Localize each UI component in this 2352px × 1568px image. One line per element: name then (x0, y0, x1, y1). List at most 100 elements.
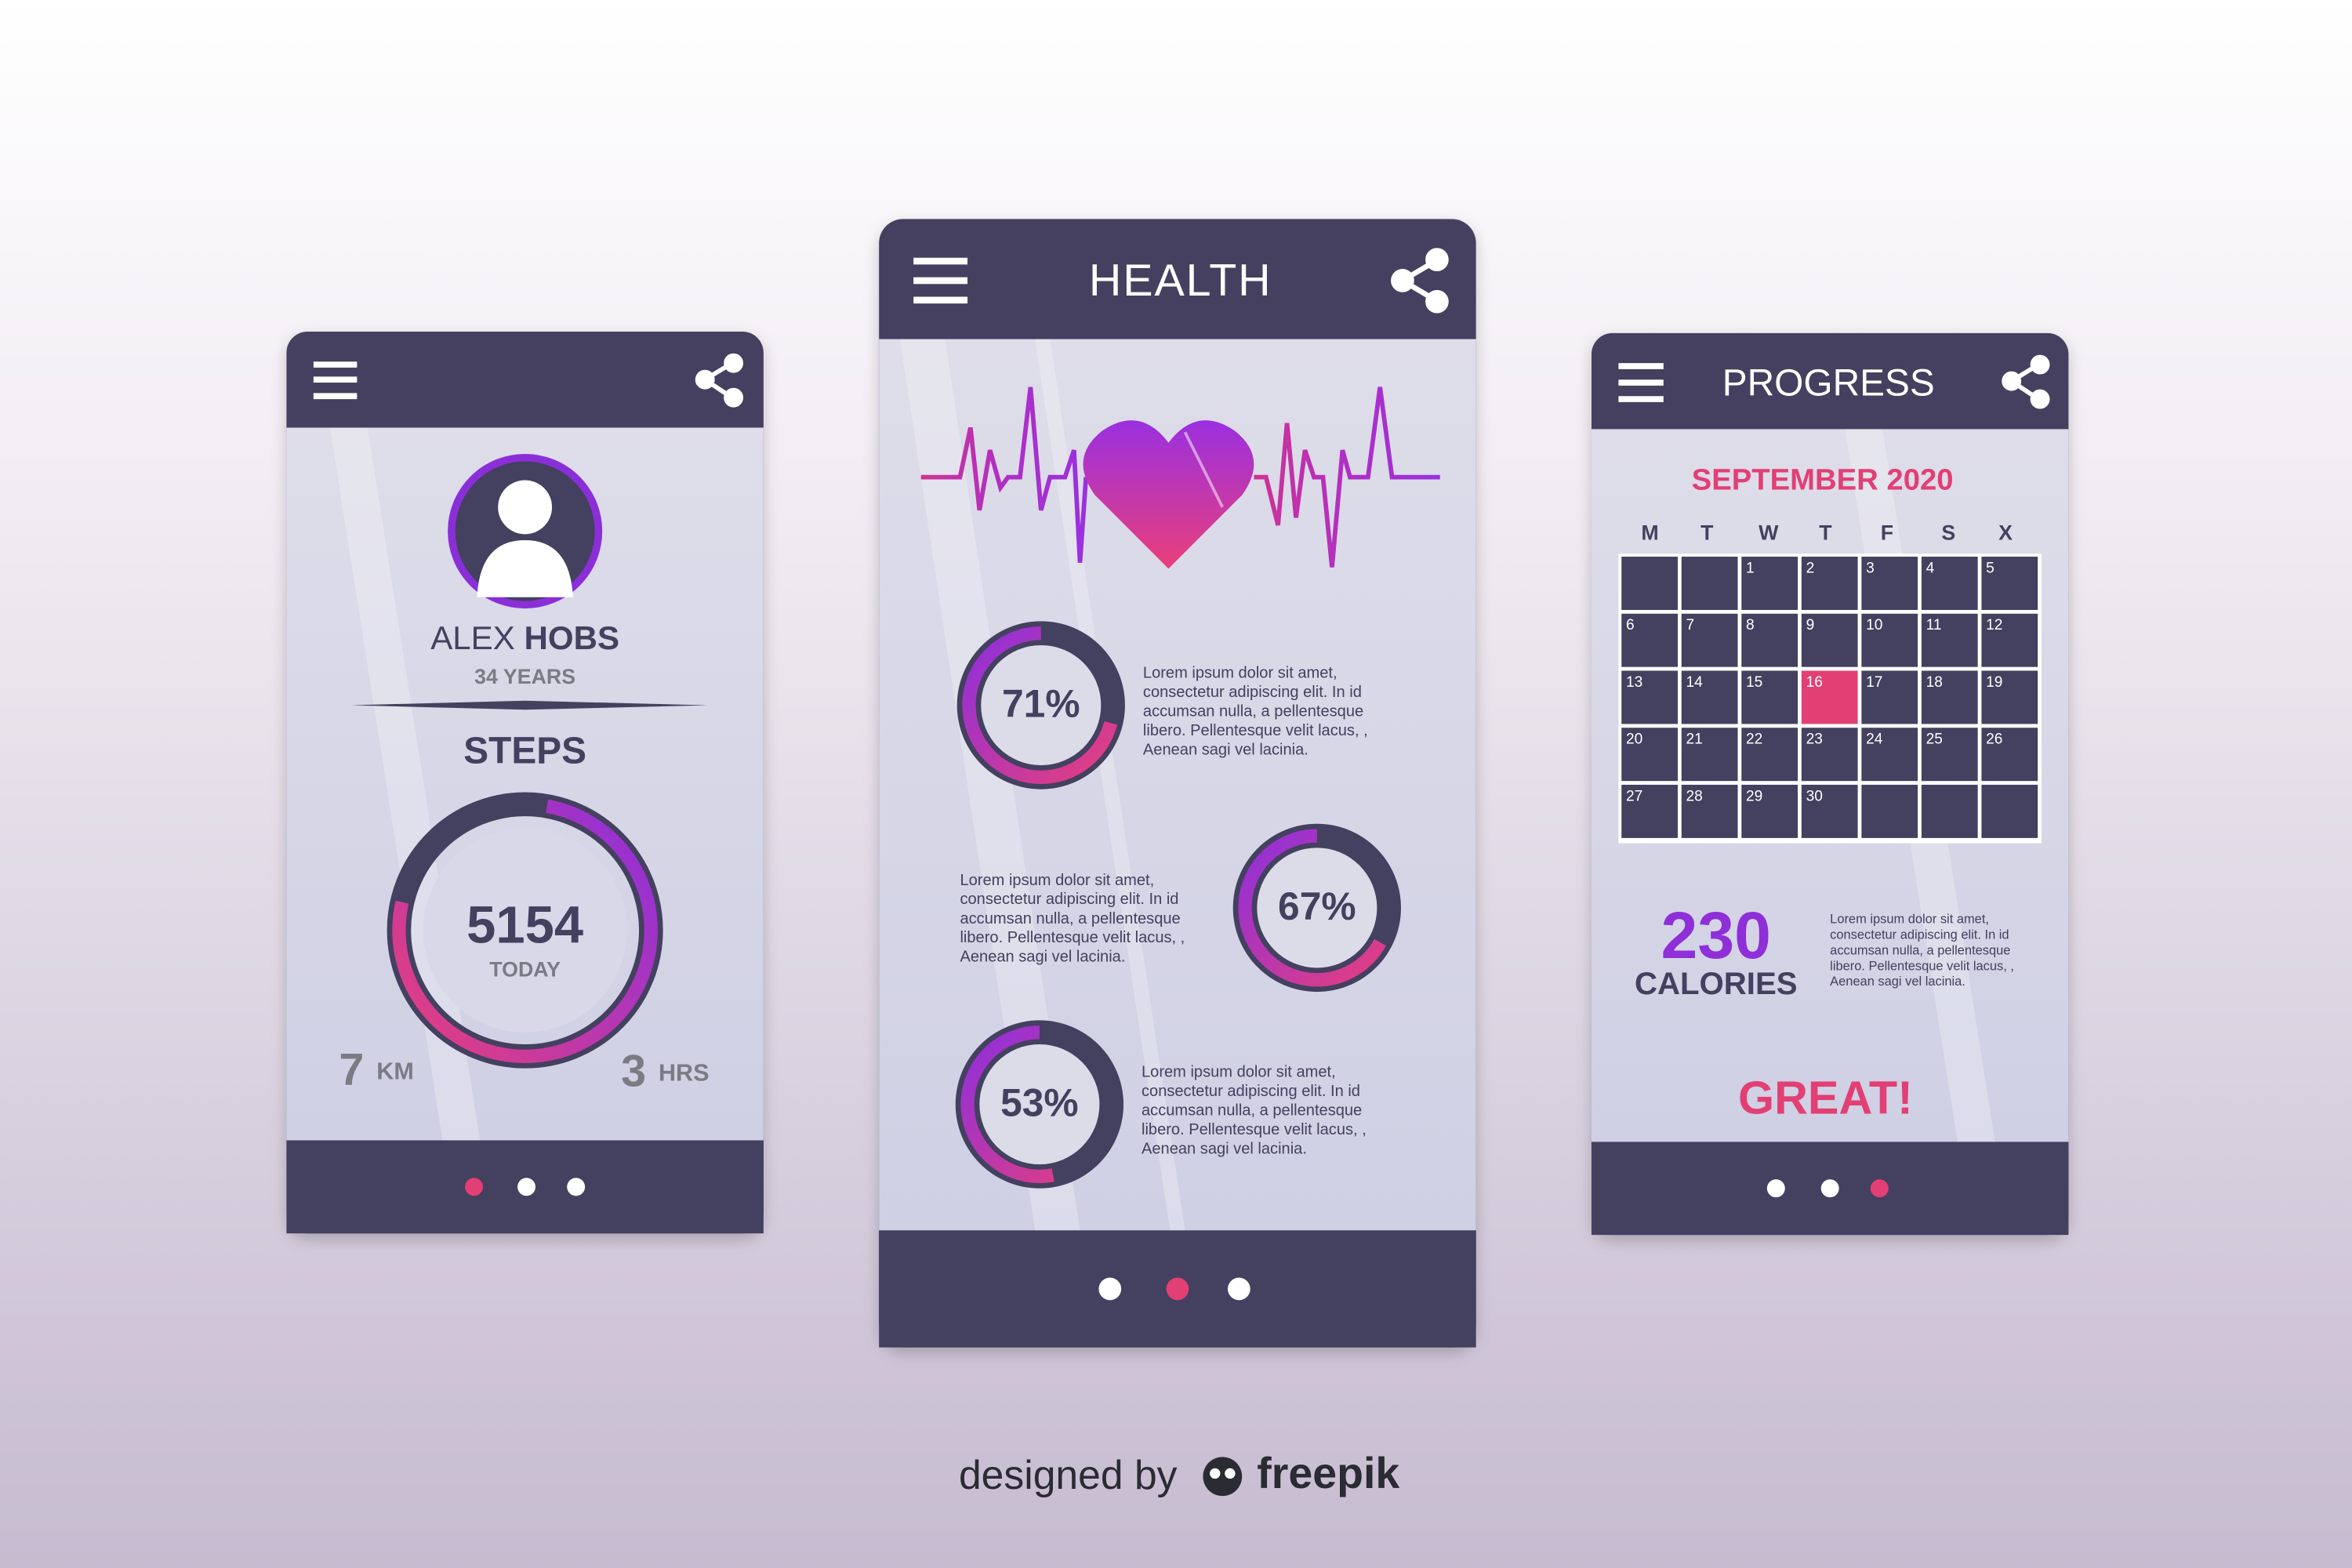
divider (350, 700, 709, 710)
credit-prefix: designed by (959, 1452, 1178, 1497)
calendar-day-number: 9 (1806, 617, 1815, 633)
last-name: HOBS (524, 619, 620, 656)
glare (899, 339, 1080, 1231)
calendar-day-number: 28 (1686, 788, 1703, 804)
ring-inner (1257, 848, 1377, 968)
calendar-day[interactable] (1981, 670, 2038, 724)
calendar-day-number: 17 (1866, 674, 1882, 691)
page-dot[interactable] (1098, 1277, 1122, 1301)
percent-arc (960, 1025, 1119, 1184)
calendar-day-selected[interactable] (1801, 670, 1858, 724)
description-line: Lorem ipsum dolor sit amet, (1142, 1064, 1336, 1081)
calendar-day[interactable] (1741, 728, 1798, 782)
pulse-line (920, 387, 1089, 563)
glare (1035, 339, 1185, 1231)
share-icon[interactable] (695, 353, 744, 408)
calendar-day[interactable] (1801, 557, 1858, 610)
calendar-day[interactable] (1981, 728, 2038, 782)
screen-title: HEALTH (1089, 256, 1272, 306)
calendar-day-number: 16 (1806, 674, 1823, 691)
calendar-day[interactable] (1681, 728, 1738, 782)
page-dot[interactable] (567, 1178, 586, 1196)
calendar-day-number: 11 (1926, 617, 1942, 633)
calendar-day[interactable] (1921, 557, 1978, 610)
calendar-day[interactable] (1621, 728, 1678, 782)
calendar-day-number: 3 (1866, 560, 1875, 576)
calendar-day[interactable] (1981, 613, 2038, 667)
calendar-day[interactable] (1861, 557, 1918, 610)
calendar-day[interactable] (1741, 784, 1798, 838)
calendar-day-number: 24 (1866, 731, 1883, 748)
description-line: accumsan nulla, a pellentesque (1142, 1102, 1362, 1120)
page-dot-active[interactable] (1870, 1179, 1889, 1198)
freepik-logo (1203, 1457, 1243, 1497)
page-dot-active[interactable] (465, 1178, 484, 1196)
calendar-day[interactable] (1981, 557, 2038, 610)
calendar-day[interactable] (1921, 670, 1978, 724)
description-line: libero. Pellentesque velit lacus, , (960, 929, 1185, 946)
calendar-day-number: 18 (1926, 674, 1943, 691)
page-dot-active[interactable] (1166, 1277, 1189, 1301)
description-line: accumsan nulla, a pellentesque (1143, 703, 1363, 720)
avatar-body (477, 539, 573, 597)
calendar-day[interactable] (1801, 613, 1858, 667)
steps-count: 5154 (466, 895, 583, 954)
calendar-day[interactable] (1621, 784, 1678, 838)
description-line: consectetur adipiscing elit. In id (1142, 1083, 1360, 1100)
steps-ring-arc (392, 797, 658, 1063)
calendar-day[interactable] (1921, 613, 1978, 667)
calendar-day-number: 25 (1926, 731, 1943, 748)
calendar-day[interactable] (1621, 613, 1678, 667)
weekday: X (1998, 521, 2013, 544)
weekday: T (1700, 521, 1714, 544)
description-line: libero. Pellentesque velit lacus, , (1830, 959, 2014, 973)
share-icon[interactable] (2002, 354, 2050, 409)
calendar-day[interactable] (1861, 728, 1918, 782)
page-dot[interactable] (1820, 1179, 1839, 1198)
status-message: GREAT! (1738, 1071, 1913, 1123)
calendar-day[interactable] (1621, 670, 1678, 724)
calendar-day[interactable] (1741, 613, 1798, 667)
menu-icon[interactable] (913, 257, 968, 304)
calendar-day-number: 20 (1626, 731, 1642, 748)
steps-ring-inner (423, 828, 627, 1033)
credit: designed by (959, 1452, 1178, 1497)
weekday: T (1819, 521, 1832, 544)
description-line: Lorem ipsum dolor sit amet, (960, 872, 1154, 889)
calendar-day-number: 2 (1806, 560, 1815, 576)
calendar-day[interactable] (1741, 670, 1798, 724)
calendar-day[interactable] (1681, 613, 1738, 667)
calendar-day[interactable] (1861, 670, 1918, 724)
weekday: M (1641, 521, 1658, 544)
calendar-day (1921, 784, 1978, 838)
description-line: consectetur adipiscing elit. In id (1143, 684, 1362, 701)
calendar-day[interactable] (1681, 784, 1738, 838)
page-dot[interactable] (517, 1178, 536, 1196)
steps-period: TODAY (489, 957, 561, 981)
percent-label: 53% (1000, 1081, 1079, 1125)
share-icon[interactable] (1391, 248, 1449, 314)
calendar-day[interactable] (1861, 613, 1918, 667)
description-line: Aenean sagi vel lacinia. (1143, 742, 1308, 759)
user-name: ALEX HOBS (430, 619, 619, 656)
description-line: consectetur adipiscing elit. In id (1830, 927, 2009, 942)
calendar-day[interactable] (1681, 670, 1738, 724)
calories-amount: 230 (1661, 898, 1771, 972)
distance: 7 KM (339, 1045, 413, 1095)
calendar-day[interactable] (1801, 728, 1858, 782)
description-line: Aenean sagi vel lacinia. (1142, 1141, 1307, 1158)
percent-label: 71% (1002, 682, 1080, 726)
calendar-day[interactable] (1921, 728, 1978, 782)
menu-icon[interactable] (1618, 363, 1664, 402)
description-line: Lorem ipsum dolor sit amet, (1830, 913, 1989, 927)
percent-arc (1238, 829, 1396, 987)
menu-icon[interactable] (313, 361, 358, 400)
calendar-day-number: 15 (1746, 674, 1762, 691)
calendar-day[interactable] (1801, 784, 1858, 838)
page-dot[interactable] (1766, 1179, 1785, 1198)
calendar-day (1861, 784, 1918, 838)
page-dot[interactable] (1228, 1277, 1250, 1301)
calendar-day[interactable] (1741, 557, 1798, 610)
